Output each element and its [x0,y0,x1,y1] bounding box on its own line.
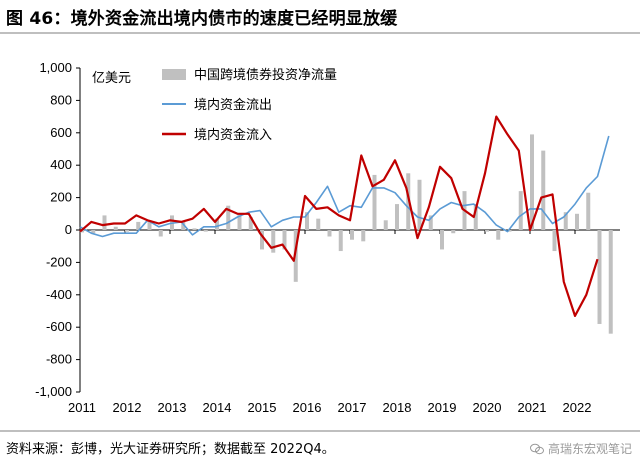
x-tick-label: 2020 [473,400,502,415]
y-tick-label: -600 [46,319,72,334]
bar [597,230,602,324]
watermark-text: 高瑞东宏观笔记 [547,442,632,456]
bar [113,226,118,230]
bar [428,215,433,230]
bar [496,230,501,240]
y-tick-label: 800 [50,92,72,107]
y-tick-label: 600 [50,125,72,140]
bar [586,192,591,230]
bar [271,230,276,253]
bar [361,230,366,242]
bar [305,212,309,230]
outflow-line [79,135,610,238]
bar [316,218,321,230]
bar [203,230,208,232]
bar [102,215,107,230]
bar [237,213,242,230]
y-tick-label: 200 [50,190,72,205]
bar [417,179,422,230]
bar [181,221,186,230]
y-tick-label: -400 [46,287,72,302]
legend-label: 境内资金流入 [194,127,272,143]
bar [226,205,231,230]
watermark: 高瑞东宏观笔记 [529,440,632,457]
x-tick-label: 2021 [518,400,547,415]
lines-layer [79,115,610,317]
axes-layer [76,67,620,393]
legend-label: 中国跨境债券投资净流量 [194,67,337,83]
x-tick-label: 2012 [113,400,142,415]
x-tick-label: 2013 [158,400,187,415]
bar [192,228,197,230]
bar [541,150,546,230]
bar [485,230,489,232]
x-tick-label: 2018 [383,400,412,415]
x-tick-label: 2017 [338,400,367,415]
bar [327,230,332,237]
inflow-line [79,115,599,317]
y-tick-label: -1,000 [35,384,72,399]
bar [451,230,456,234]
bar [563,212,568,230]
bar [248,217,253,230]
bar [372,174,377,230]
labels-layer: -1,000 -800 -600 -400 -200 0 200 400 600 800 1,000… [35,60,591,415]
wechat-icon [529,443,544,455]
legend-swatch-bars [162,69,186,80]
bar [282,230,287,250]
x-tick-label: 2016 [293,400,322,415]
y-tick-label: -200 [46,254,72,269]
bar [575,213,579,230]
bar [440,230,444,250]
y-tick-label: 400 [50,157,72,172]
bar [350,230,354,240]
x-tick-label: 2014 [203,400,232,415]
y-tick-label: 0 [65,222,72,237]
chart-title: 图 46：境外资金流出境内债市的速度已经明显放缓 [6,9,398,29]
bar [147,220,152,230]
bar [473,204,478,230]
bar [507,230,512,232]
bar [518,191,523,230]
bar [383,220,388,230]
bar [530,134,534,230]
bar [338,230,343,252]
footer-divider [0,430,640,432]
y-tick-label: -800 [46,352,72,367]
bar [136,221,141,230]
bar [552,230,557,252]
bars-layer [80,134,613,334]
bar [125,230,129,232]
source-note: 资料来源：彭博，光大证券研究所；数据截至 2022Q4。 [6,442,335,457]
bar [215,218,219,230]
unit-label: 亿美元 [92,71,131,86]
x-tick-label: 2011 [68,400,96,415]
chart: -1,000 -800 -600 -400 -200 0 200 400 600 800 1,000… [35,60,620,415]
bar [395,204,399,230]
y-tick-label: 1,000 [39,60,72,75]
title-divider [0,32,640,34]
bar [158,230,163,237]
x-tick-label: 2022 [563,400,592,415]
bar [608,230,613,334]
x-tick-label: 2019 [428,400,457,415]
legend-label: 境内资金流出 [194,97,272,113]
x-tick-label: 2015 [248,400,277,415]
bar [91,230,96,234]
bar [260,230,264,250]
